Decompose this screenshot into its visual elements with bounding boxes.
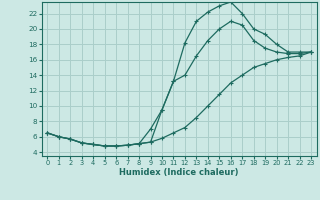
X-axis label: Humidex (Indice chaleur): Humidex (Indice chaleur) bbox=[119, 168, 239, 177]
